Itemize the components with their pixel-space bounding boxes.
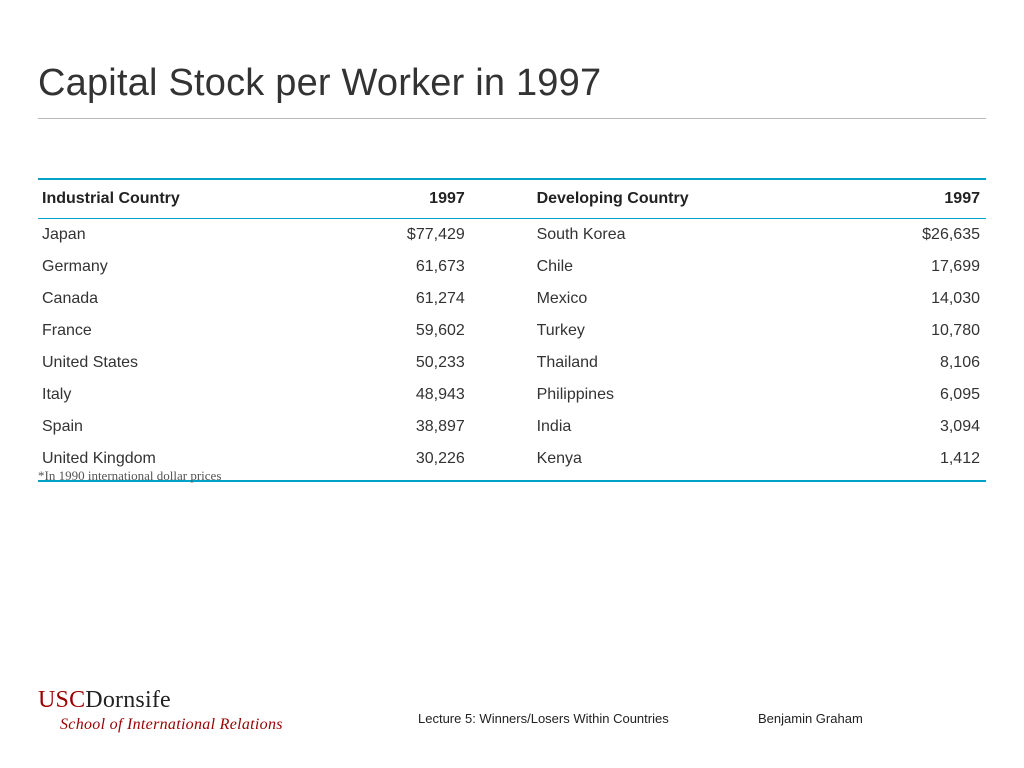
cell-industrial-value: 61,673 [327,251,471,283]
cell-industrial-country: United States [38,347,327,379]
table-row: Spain 38,897 India 3,094 [38,411,986,443]
lecture-label: Lecture 5: Winners/Losers Within Countri… [418,711,669,726]
usc-dornsife-logo: USCDornsife School of International Rela… [38,687,283,734]
cell-industrial-value: 48,943 [327,379,471,411]
col-industrial-1997: 1997 [327,179,471,219]
cell-industrial-value: 30,226 [327,443,471,481]
cell-developing-value: $26,635 [842,219,986,252]
col-developing-country: Developing Country [533,179,842,219]
slide-footer: USCDornsife School of International Rela… [38,680,986,744]
table-row: Canada 61,274 Mexico 14,030 [38,283,986,315]
cell-developing-value: 1,412 [842,443,986,481]
page-title: Capital Stock per Worker in 1997 [38,62,601,105]
cell-developing-country: Thailand [533,347,842,379]
cell-developing-country: South Korea [533,219,842,252]
cell-developing-country: India [533,411,842,443]
cell-developing-value: 6,095 [842,379,986,411]
cell-industrial-country: Spain [38,411,327,443]
cell-developing-country: Chile [533,251,842,283]
cell-developing-value: 17,699 [842,251,986,283]
cell-industrial-country: Italy [38,379,327,411]
col-developing-1997: 1997 [842,179,986,219]
title-underline [38,118,986,119]
table-footnote: *In 1990 international dollar prices [38,468,221,484]
table-row: Italy 48,943 Philippines 6,095 [38,379,986,411]
cell-developing-country: Mexico [533,283,842,315]
cell-industrial-value: 61,274 [327,283,471,315]
table-row: Germany 61,673 Chile 17,699 [38,251,986,283]
cell-industrial-value: 38,897 [327,411,471,443]
cell-industrial-country: Germany [38,251,327,283]
logo-subtitle: School of International Relations [60,716,283,734]
cell-industrial-country: Canada [38,283,327,315]
table-row: France 59,602 Turkey 10,780 [38,315,986,347]
cell-developing-country: Philippines [533,379,842,411]
cell-developing-value: 3,094 [842,411,986,443]
cell-industrial-value: 59,602 [327,315,471,347]
cell-industrial-value: $77,429 [327,219,471,252]
logo-dornsife-text: Dornsife [85,687,171,713]
cell-developing-value: 10,780 [842,315,986,347]
logo-usc-text: USC [38,687,85,713]
table-row: Japan $77,429 South Korea $26,635 [38,219,986,252]
author-label: Benjamin Graham [758,711,863,726]
cell-industrial-country: Japan [38,219,327,252]
cell-developing-country: Turkey [533,315,842,347]
table-body: Japan $77,429 South Korea $26,635 German… [38,219,986,482]
col-gap [471,179,533,219]
col-industrial-country: Industrial Country [38,179,327,219]
cell-industrial-country: France [38,315,327,347]
cell-developing-country: Kenya [533,443,842,481]
table-header-row: Industrial Country 1997 Developing Count… [38,179,986,219]
cell-developing-value: 14,030 [842,283,986,315]
table-row: United States 50,233 Thailand 8,106 [38,347,986,379]
capital-stock-table: Industrial Country 1997 Developing Count… [38,178,986,482]
cell-industrial-value: 50,233 [327,347,471,379]
cell-developing-value: 8,106 [842,347,986,379]
